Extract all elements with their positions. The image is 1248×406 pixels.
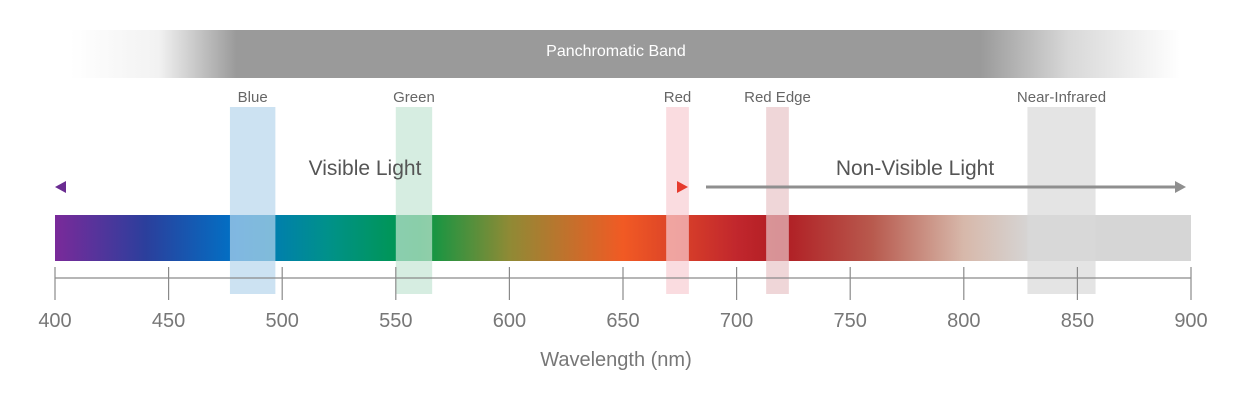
tick-label: 550 xyxy=(379,310,412,332)
bands-layer: Blue Green Red Red Edge Near-Infrared xyxy=(229,89,1106,294)
band-label-blue: Blue xyxy=(238,89,268,106)
band-near-infrared xyxy=(1027,107,1096,294)
panchromatic-band-label: Panchromatic Band xyxy=(546,43,686,60)
tick-label: 850 xyxy=(1061,310,1094,332)
tick-label: 900 xyxy=(1174,310,1207,332)
visible-light-label: Visible Light xyxy=(309,157,422,180)
non-visible-light-arrow xyxy=(706,181,1186,193)
tick-label: 750 xyxy=(834,310,867,332)
band-red xyxy=(666,107,689,294)
tick-label: 800 xyxy=(947,310,980,332)
tick-label: 700 xyxy=(720,310,753,332)
band-blue xyxy=(229,107,276,294)
axis-label: Wavelength (nm) xyxy=(540,349,692,371)
axis-ticks: 400 450 500 550 600 650 700 750 800 850 900 xyxy=(38,267,1208,332)
band-label-red: Red xyxy=(664,89,692,106)
tick-label: 500 xyxy=(266,310,299,332)
band-red-edge xyxy=(766,107,789,294)
visible-light-arrow xyxy=(55,181,688,193)
tick-label: 450 xyxy=(152,310,185,332)
tick-label: 650 xyxy=(606,310,639,332)
non-visible-light-label: Non-Visible Light xyxy=(836,157,995,180)
tick-label: 400 xyxy=(38,310,71,332)
band-green xyxy=(395,107,433,294)
band-label-red-edge: Red Edge xyxy=(744,89,811,106)
band-label-near-infrared: Near-Infrared xyxy=(1017,89,1106,106)
band-label-green: Green xyxy=(393,89,435,106)
spectrum-bar xyxy=(55,215,1191,261)
panchromatic-band xyxy=(70,30,1180,78)
tick-label: 600 xyxy=(493,310,526,332)
